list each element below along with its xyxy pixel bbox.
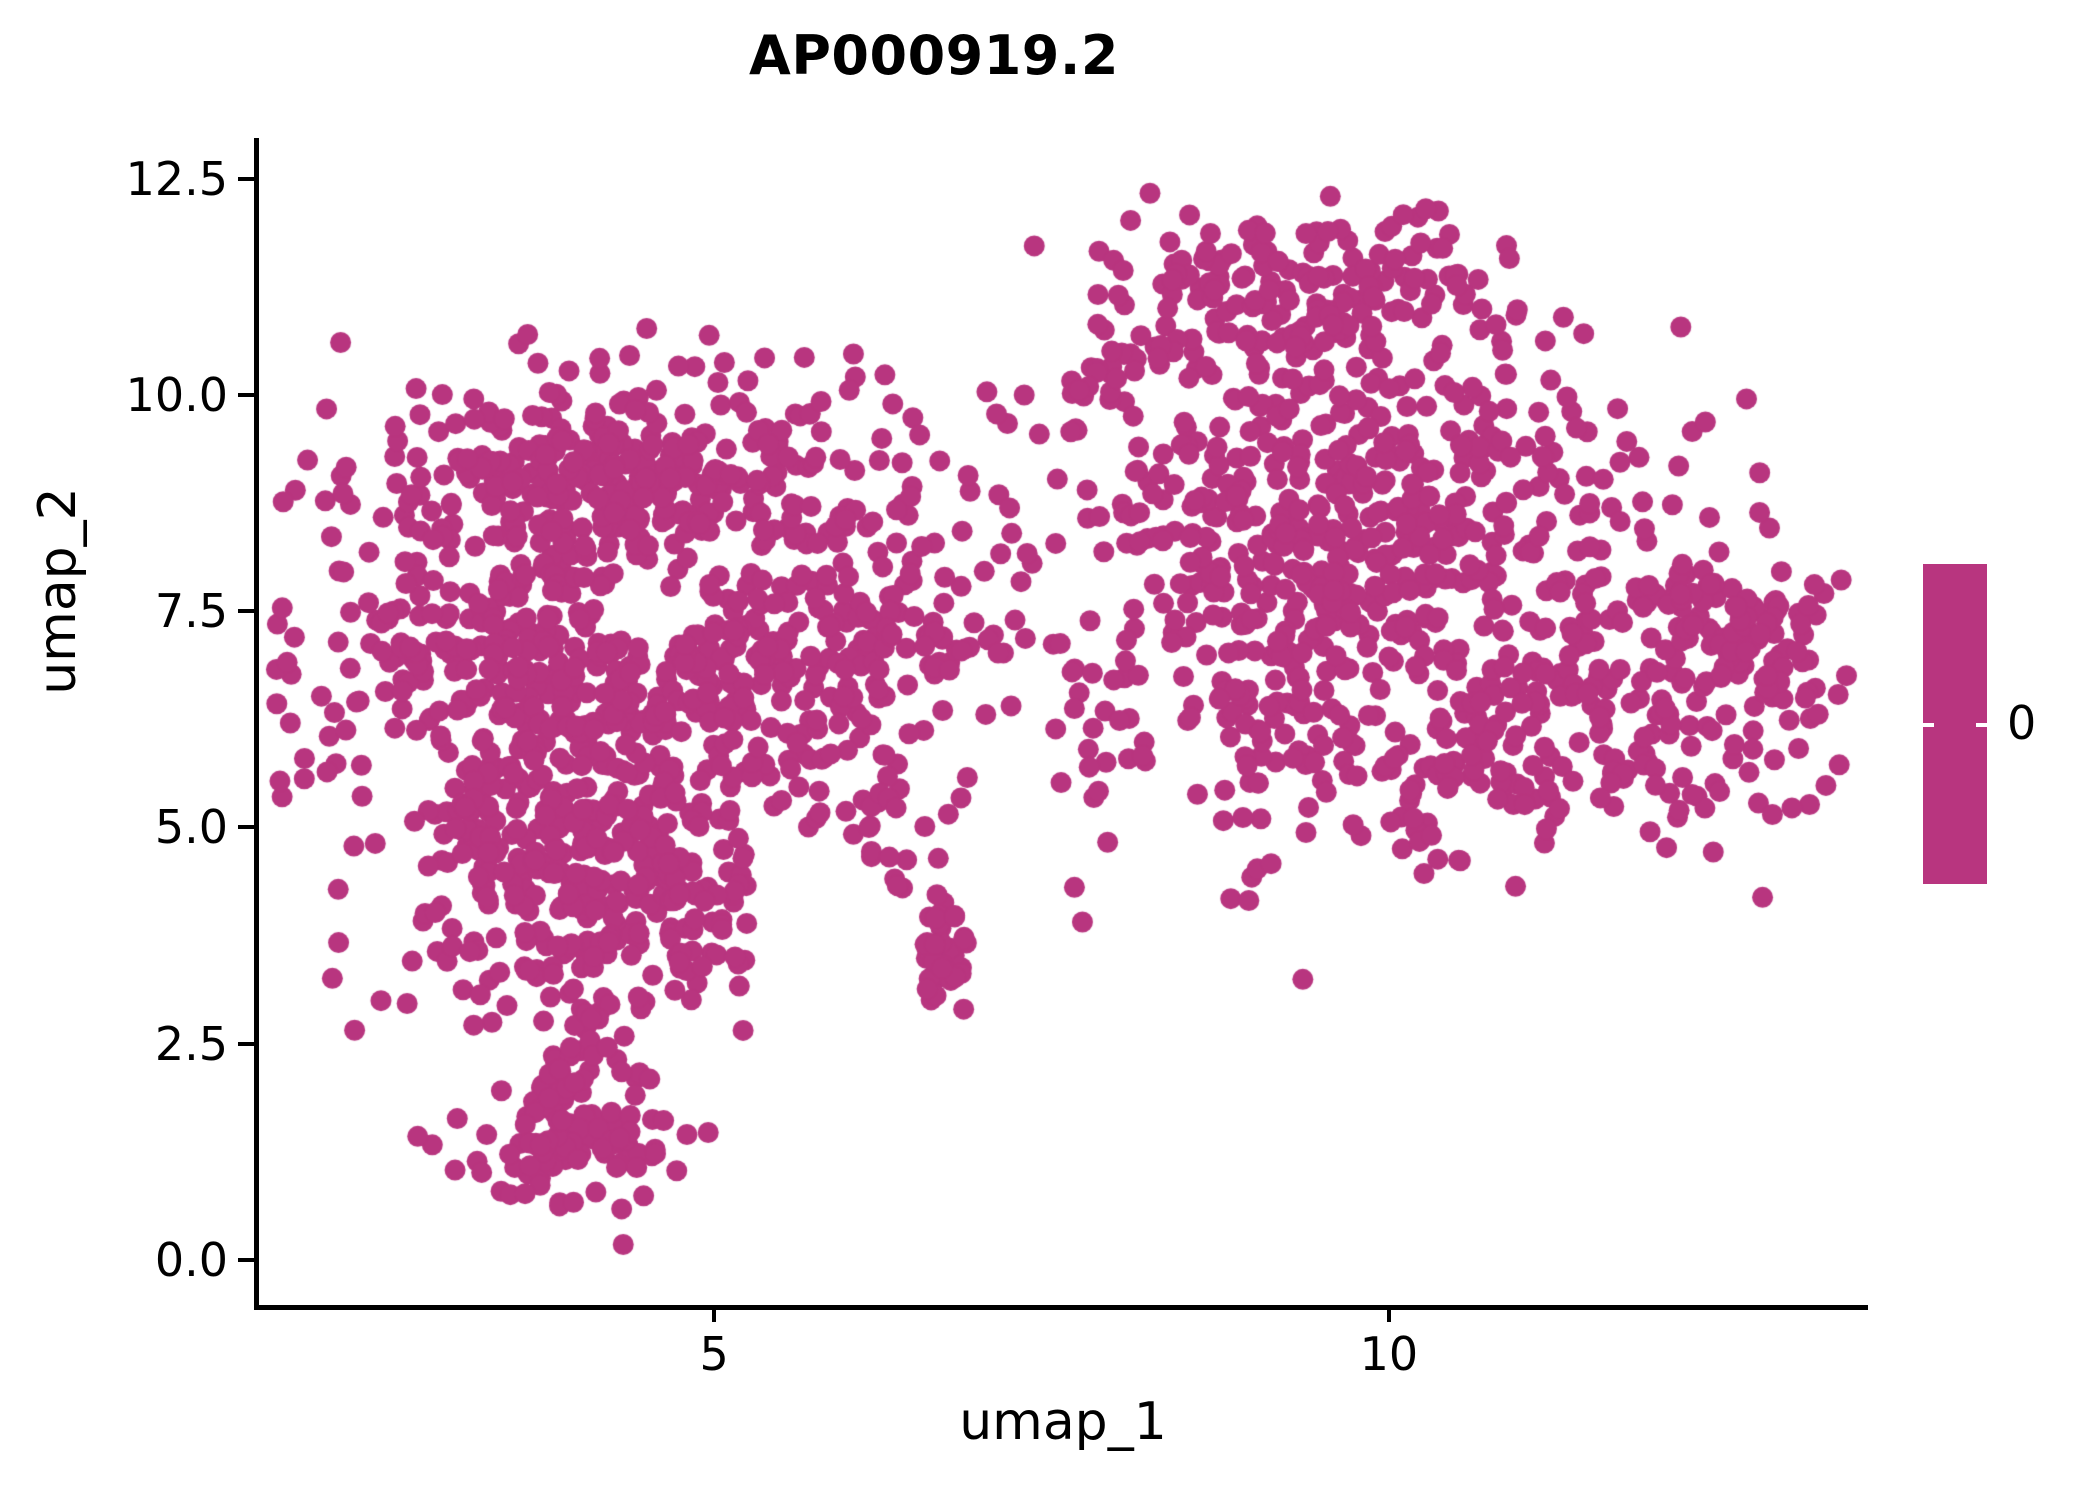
x-tick-mark xyxy=(1386,1306,1391,1322)
y-tick-label: 5.0 xyxy=(154,800,228,855)
y-axis-spine xyxy=(254,138,259,1305)
x-tick-label: 10 xyxy=(1359,1327,1419,1381)
x-axis-label: umap_1 xyxy=(959,1392,1167,1452)
plot-area: 0.0 2.5 5.0 7.5 10.0 12.5 5 10 xyxy=(126,138,1868,1377)
colorbar-legend: 0 xyxy=(1923,564,2093,884)
x-tick-mark xyxy=(712,1306,717,1322)
y-tick-label: 2.5 xyxy=(154,1016,228,1071)
scatter-points-layer xyxy=(258,138,1868,1305)
y-tick-label: 0.0 xyxy=(154,1233,228,1288)
x-tick-label: 5 xyxy=(699,1327,729,1381)
y-tick-label: 10.0 xyxy=(125,367,228,422)
page-title: AP000919.2 xyxy=(749,24,1119,87)
colorbar-tick-right xyxy=(1976,723,1987,727)
y-tick-mark xyxy=(238,392,254,397)
y-tick-mark xyxy=(238,825,254,830)
y-tick-label: 7.5 xyxy=(154,584,228,639)
y-tick-mark xyxy=(238,1041,254,1046)
y-axis-label: umap_2 xyxy=(28,487,88,695)
colorbar-tick-label: 0 xyxy=(2007,696,2037,750)
colorbar-tick-left xyxy=(1923,723,1934,727)
x-axis-spine xyxy=(254,1305,1868,1310)
y-tick-label: 12.5 xyxy=(125,151,228,206)
y-tick-mark xyxy=(238,1258,254,1263)
y-tick-mark xyxy=(238,609,254,614)
y-tick-mark xyxy=(238,176,254,181)
